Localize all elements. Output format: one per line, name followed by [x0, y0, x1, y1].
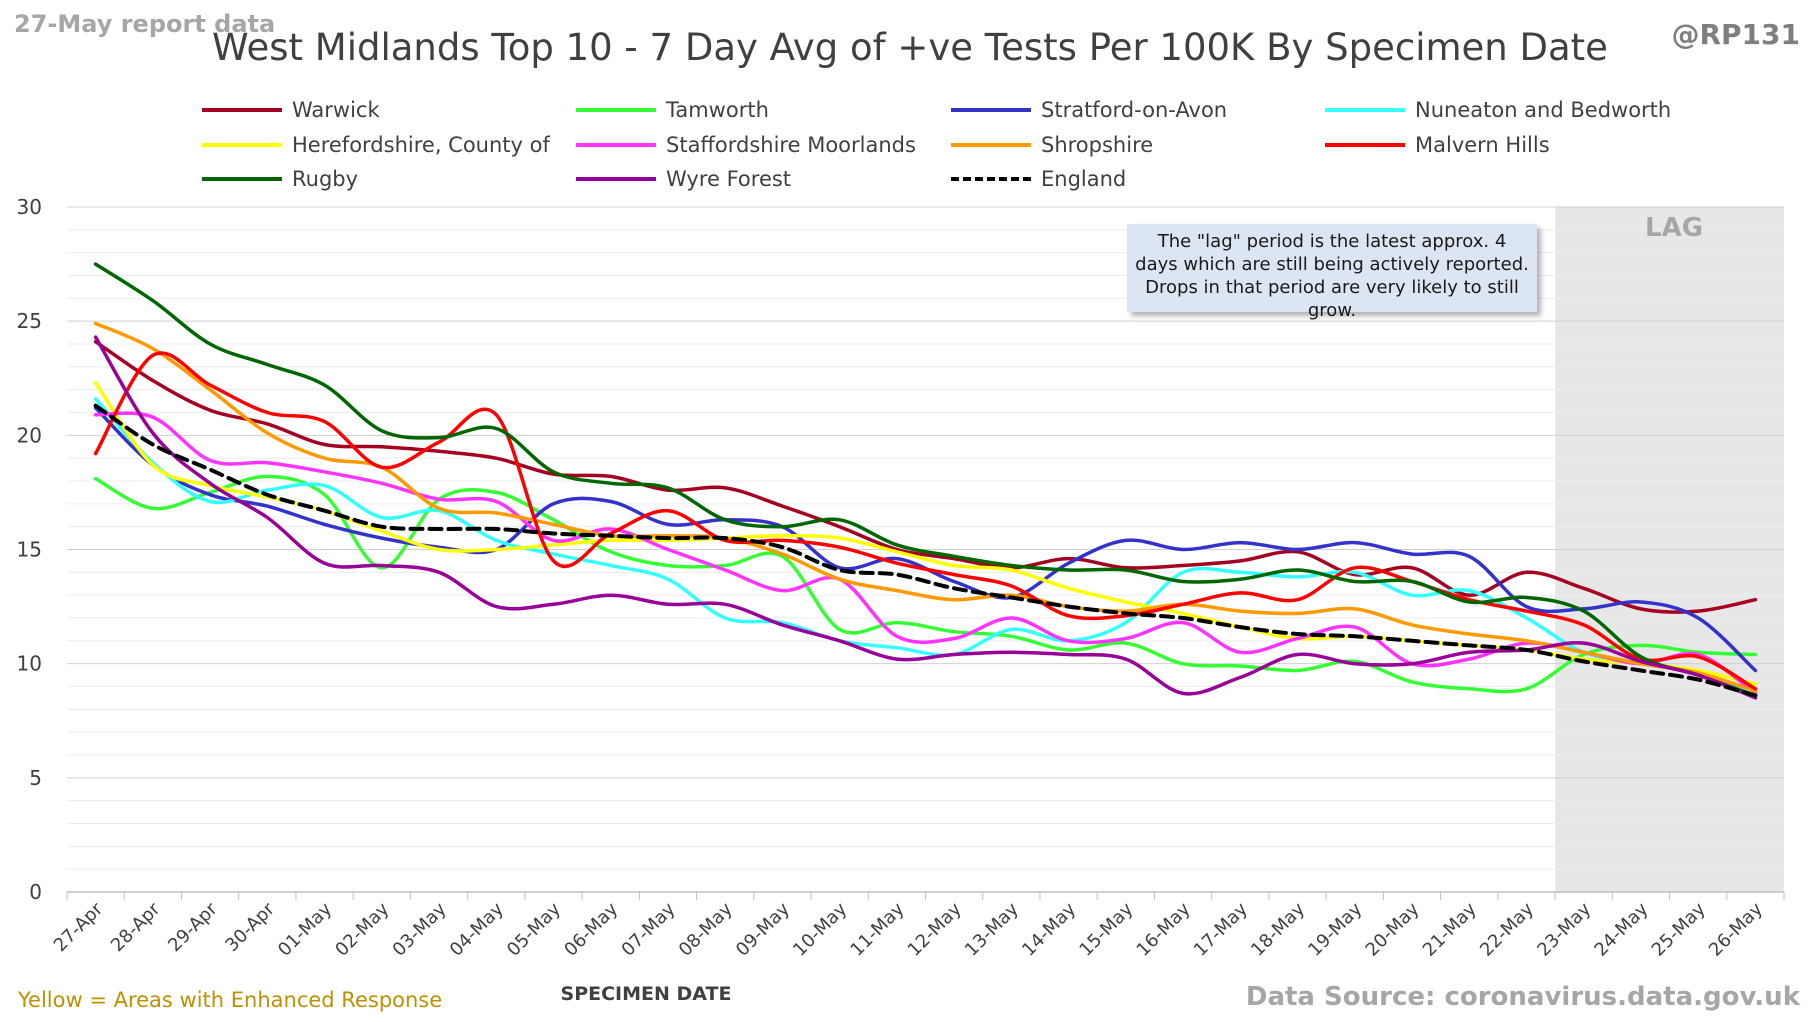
- y-tick-label: 10: [17, 652, 42, 676]
- y-tick-label: 0: [29, 880, 42, 904]
- legend-swatch: [951, 177, 1031, 181]
- chart-title: West Midlands Top 10 - 7 Day Avg of +ve …: [212, 26, 1608, 69]
- legend-item: Stratford-on-Avon: [951, 95, 1227, 125]
- x-tick-label: 11-May: [846, 898, 908, 960]
- x-tick-label: 19-May: [1304, 898, 1366, 960]
- y-tick-label: 5: [29, 766, 42, 790]
- report-date-label: 27-May report data: [14, 10, 276, 38]
- enhanced-response-note: Yellow = Areas with Enhanced Response: [18, 988, 443, 1012]
- legend-item: Warwick: [202, 95, 380, 125]
- legend-swatch: [951, 143, 1031, 147]
- x-tick-labels: 27-Apr 28-Apr 29-Apr 30-Apr01-May02-May03-M…: [50, 898, 1767, 960]
- legend-item: Rugby: [202, 164, 358, 194]
- y-tick-label: 20: [17, 423, 42, 447]
- x-tick-label: 07-May: [618, 898, 680, 960]
- series-line-stratford-on-avon: [93, 406, 1758, 673]
- x-tick-label: 22-May: [1476, 898, 1538, 960]
- x-tick-label: 25-May: [1648, 898, 1710, 960]
- legend-item: Shropshire: [951, 130, 1153, 160]
- y-tick-label: 25: [17, 309, 42, 333]
- series-line-rugby: [93, 262, 1758, 698]
- grid-lines: [67, 206, 1784, 893]
- legend-item: Staffordshire Moorlands: [576, 130, 916, 160]
- x-tick-label: 08-May: [675, 898, 737, 960]
- series-line-wyre-forest: [93, 335, 1758, 700]
- x-axis-title: SPECIMEN DATE: [560, 983, 732, 1005]
- series-line-nuneaton-and-bedworth: [93, 397, 1758, 698]
- x-tick-label: 29-Apr: [164, 898, 222, 956]
- y-tick-label: 15: [17, 538, 42, 562]
- legend-label: Malvern Hills: [1415, 133, 1550, 157]
- x-tick-label: 26-May: [1705, 898, 1767, 960]
- legend-label: Wyre Forest: [666, 167, 792, 191]
- data-source: Data Source: coronavirus.data.gov.uk: [1245, 982, 1800, 1012]
- legend-swatch: [202, 177, 282, 181]
- legend-label: Staffordshire Moorlands: [666, 133, 916, 157]
- series-line-staffordshire-moorlands: [93, 411, 1758, 696]
- x-tick-label: 01-May: [274, 898, 336, 960]
- axes: [66, 891, 1785, 900]
- x-tick-label: 09-May: [732, 898, 794, 960]
- legend-item: Nuneaton and Bedworth: [1325, 95, 1671, 125]
- x-tick-label: 15-May: [1075, 898, 1137, 960]
- legend-label: Shropshire: [1041, 133, 1154, 157]
- legend-swatch: [1325, 108, 1405, 112]
- x-tick-label: 23-May: [1533, 898, 1595, 960]
- x-tick-label: 18-May: [1247, 898, 1309, 960]
- series-line-shropshire: [93, 321, 1758, 693]
- legend-item: Malvern Hills: [1325, 130, 1550, 160]
- x-tick-label: 20-May: [1362, 898, 1424, 960]
- series-line-warwick: [93, 339, 1758, 614]
- legend-swatch: [951, 108, 1031, 112]
- lag-label: LAG: [1645, 213, 1704, 243]
- x-tick-label: 10-May: [789, 898, 851, 960]
- y-tick-labels: 0 5 10 15 20 25 30: [17, 195, 42, 904]
- legend-swatch: [576, 108, 656, 112]
- series-lines: [93, 262, 1758, 700]
- x-tick-label: 27-Apr: [50, 898, 108, 956]
- x-tick-label: 13-May: [961, 898, 1023, 960]
- legend-item: Wyre Forest: [576, 164, 791, 194]
- x-tick-label: 21-May: [1419, 898, 1481, 960]
- x-tick-label: 28-Apr: [107, 898, 165, 956]
- series-line-malvern-hills: [93, 351, 1758, 691]
- legend-label: England: [1041, 167, 1127, 191]
- x-tick-label: 06-May: [560, 898, 622, 960]
- legend-label: Warwick: [292, 98, 380, 122]
- lag-note: The "lag" period is the latest approx. 4…: [1127, 224, 1537, 321]
- x-tick-label: 02-May: [331, 898, 393, 960]
- legend-swatch: [1325, 143, 1405, 147]
- x-tick-label: 14-May: [1018, 898, 1080, 960]
- series-line-england: [93, 403, 1758, 698]
- x-tick-label: 05-May: [503, 898, 565, 960]
- x-tick-label: 04-May: [446, 898, 508, 960]
- legend-label: Herefordshire, County of: [292, 133, 550, 157]
- legend-swatch: [576, 177, 656, 181]
- legend-label: Stratford-on-Avon: [1041, 98, 1228, 122]
- legend-item: Herefordshire, County of: [202, 130, 550, 160]
- x-tick-label: 03-May: [389, 898, 451, 960]
- legend-item: England: [951, 164, 1126, 194]
- legend-swatch: [202, 143, 282, 147]
- legend-swatch: [202, 108, 282, 112]
- legend-item: Tamworth: [576, 95, 769, 125]
- legend-swatch: [576, 143, 656, 147]
- x-tick-label: 12-May: [904, 898, 966, 960]
- legend-label: Rugby: [292, 167, 359, 191]
- y-tick-label: 30: [17, 195, 42, 219]
- legend-label: Tamworth: [666, 98, 769, 122]
- x-tick-label: 24-May: [1590, 898, 1652, 960]
- x-tick-label: 16-May: [1133, 898, 1195, 960]
- x-tick-label: 17-May: [1190, 898, 1252, 960]
- legend-label: Nuneaton and Bedworth: [1415, 98, 1672, 122]
- x-tick-label: 30-Apr: [221, 898, 279, 956]
- series-line-tamworth: [93, 474, 1758, 694]
- author-handle: @RP131: [1671, 18, 1800, 51]
